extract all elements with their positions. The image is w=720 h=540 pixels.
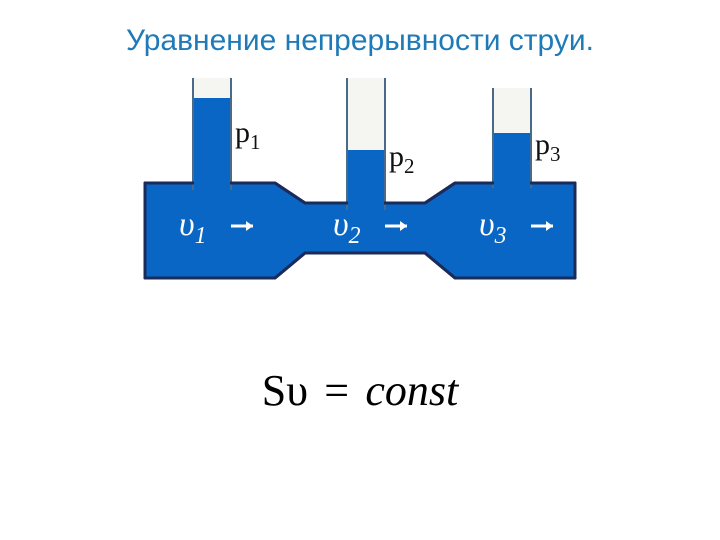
page-title: Уравнение непрерывности струи. — [0, 24, 720, 58]
v1-label: υ1 — [179, 206, 207, 250]
v1-main: υ — [179, 206, 195, 243]
v3-main: υ — [479, 206, 495, 243]
formula-rhs: const — [365, 366, 458, 415]
p2-sub: 2 — [404, 154, 415, 178]
p2-label: p2 — [389, 140, 415, 179]
v2-label: υ2 — [333, 206, 361, 250]
v1-sub: 1 — [195, 223, 207, 249]
diagram-svg — [135, 78, 585, 318]
v2-sub: 2 — [349, 223, 361, 249]
v3-sub: 3 — [495, 223, 507, 249]
formula-S: S — [262, 366, 286, 415]
v3-label: υ3 — [479, 206, 507, 250]
p3-label: p3 — [535, 128, 561, 167]
continuity-formula: Sυ = const — [0, 365, 720, 416]
v2-main: υ — [333, 206, 349, 243]
formula-eq: = — [320, 366, 353, 415]
formula-v: υ — [286, 366, 308, 415]
page: Уравнение непрерывности струи. p1 p2 p3 … — [0, 0, 720, 540]
p1-label: p1 — [235, 116, 261, 155]
p1-sub: 1 — [250, 130, 261, 154]
p3-main: p — [535, 128, 550, 161]
p2-main: p — [389, 140, 404, 173]
p1-main: p — [235, 116, 250, 149]
p3-sub: 3 — [550, 142, 561, 166]
continuity-diagram: p1 p2 p3 υ1 υ2 υ3 — [135, 78, 585, 318]
title-text: Уравнение непрерывности струи. — [126, 24, 594, 57]
